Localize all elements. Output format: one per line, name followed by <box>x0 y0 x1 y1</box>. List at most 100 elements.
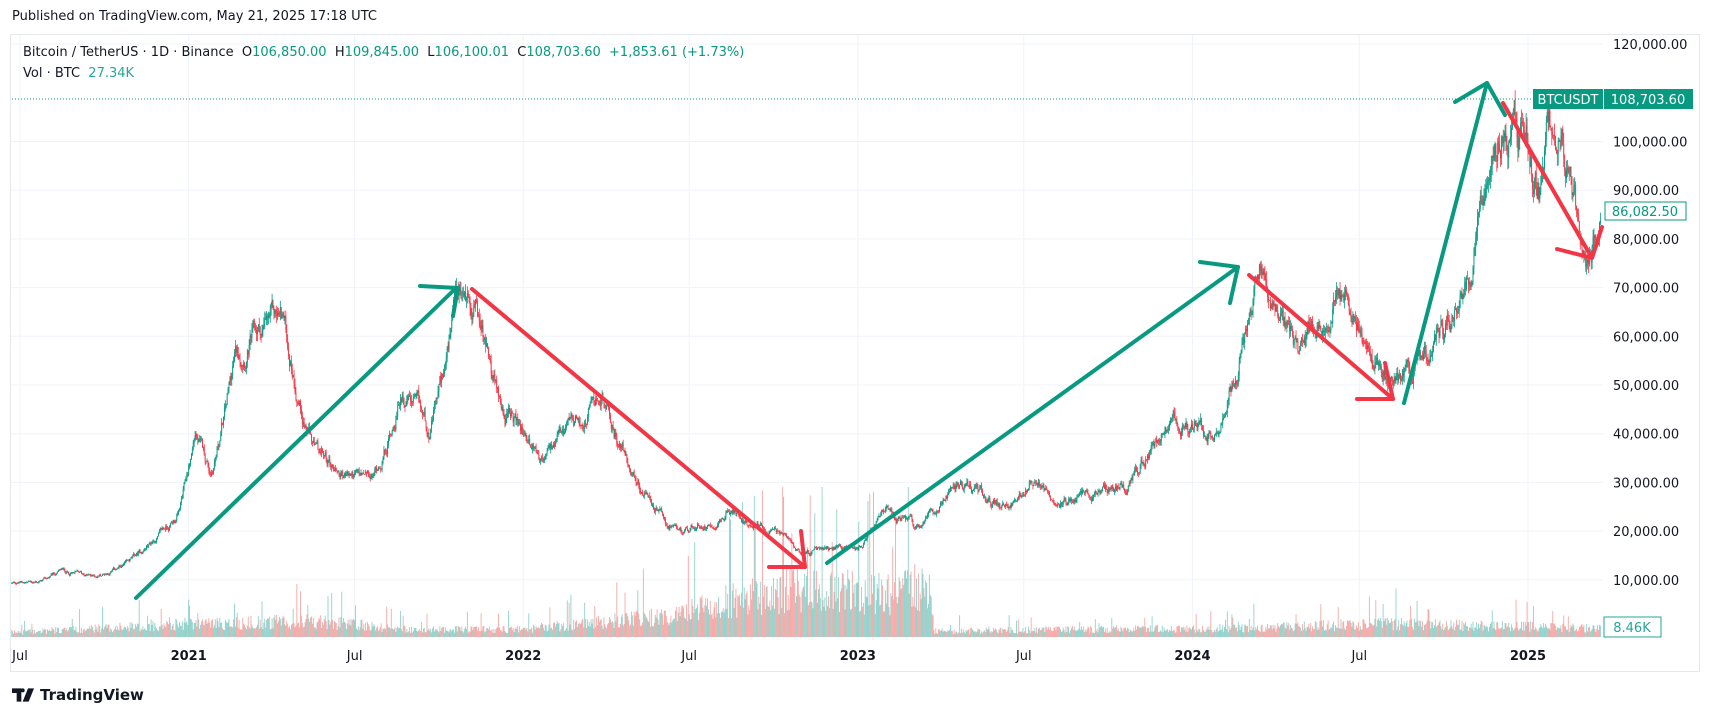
volume-bar <box>1222 625 1224 637</box>
candle-body <box>479 321 481 327</box>
volume-bar <box>133 629 135 637</box>
candle-body <box>1445 323 1446 335</box>
volume-bar <box>1137 626 1138 637</box>
volume-bar <box>1448 629 1450 637</box>
volume-bar <box>343 618 345 637</box>
candle-body <box>1078 494 1080 497</box>
candle-body <box>331 464 333 468</box>
candle-body <box>296 399 298 403</box>
volume-bar <box>658 624 660 637</box>
candle-body <box>329 459 331 465</box>
volume-bar <box>879 605 881 637</box>
candle-body <box>773 528 774 530</box>
candle-body <box>1312 320 1313 328</box>
volume-bar <box>907 487 909 637</box>
candle-body <box>764 529 766 533</box>
candle-body <box>342 471 344 477</box>
volume-bar <box>100 632 102 637</box>
volume-bar <box>59 633 61 637</box>
volume-bar <box>426 613 428 637</box>
candle-body <box>151 542 153 544</box>
candle-body <box>1408 362 1410 368</box>
volume-bar <box>495 629 497 637</box>
volume-bar <box>1126 627 1128 637</box>
candle-body <box>781 533 783 534</box>
candle-body <box>174 522 176 524</box>
candle-body <box>644 493 646 494</box>
volume-bar <box>1205 629 1207 637</box>
volume-bar <box>243 623 245 637</box>
volume-bars <box>11 487 1601 637</box>
volume-bar <box>1308 623 1310 637</box>
volume-bar <box>412 631 414 637</box>
candle-body <box>1147 455 1148 460</box>
volume-bar <box>721 611 723 637</box>
volume-bar <box>1077 630 1079 637</box>
candle-body <box>1154 442 1156 447</box>
candle-body <box>696 528 697 531</box>
volume-bar <box>162 628 164 637</box>
volume-bar <box>681 606 683 637</box>
volume-bar <box>189 605 191 637</box>
candle-body <box>817 547 819 549</box>
candle-body <box>1480 196 1482 200</box>
volume-bar <box>779 577 781 637</box>
candle-body <box>20 581 22 583</box>
volume-bar <box>356 629 358 637</box>
volume-bar <box>1131 631 1133 637</box>
candle-body <box>326 459 328 464</box>
volume-bar <box>1446 626 1448 637</box>
volume-bar <box>15 632 17 637</box>
volume-bar <box>168 617 170 637</box>
candle-body <box>483 335 485 340</box>
candle-body <box>1263 271 1265 274</box>
candle-body <box>1109 488 1111 492</box>
candle-body <box>327 460 329 464</box>
volume-bar <box>540 624 542 637</box>
volume-bar <box>918 611 920 637</box>
candle-body <box>796 549 798 551</box>
volume-bar <box>593 628 595 637</box>
volume-bar <box>1409 620 1411 637</box>
volume-bar <box>641 625 642 637</box>
volume-bar <box>950 630 952 637</box>
candle-body <box>1225 414 1226 417</box>
candle-body <box>1031 483 1033 486</box>
candle-body <box>333 466 334 471</box>
volume-bar <box>1597 625 1599 637</box>
candle-body <box>579 422 581 426</box>
candle-body <box>749 524 751 526</box>
candle-body <box>1235 380 1236 386</box>
candle-body <box>1336 289 1338 294</box>
candle-body <box>398 404 400 406</box>
volume-bar <box>177 624 179 637</box>
volume-bar <box>201 619 203 637</box>
volume-bar <box>1336 627 1338 637</box>
volume-bar <box>488 626 490 637</box>
candle-body <box>505 417 507 425</box>
volume-bar <box>1549 629 1551 637</box>
volume-bar <box>392 629 394 637</box>
volume-bar <box>280 625 282 637</box>
volume-bar <box>1557 627 1559 637</box>
candle-body <box>248 345 250 355</box>
candle-body <box>68 571 70 574</box>
volume-bar <box>1300 627 1302 637</box>
candle-body <box>235 346 237 353</box>
candle-body <box>113 567 115 569</box>
volume-bar <box>174 630 176 637</box>
candle-body <box>543 457 545 462</box>
volume-bar <box>1276 628 1278 637</box>
candle-body <box>37 582 39 584</box>
candle-body <box>219 440 221 446</box>
volume-bar <box>102 629 104 637</box>
volume-bar <box>231 626 233 637</box>
candle-body <box>933 512 935 514</box>
volume-bar <box>744 599 746 637</box>
volume-bar <box>803 586 805 637</box>
candle-body <box>1066 502 1068 506</box>
candle-body <box>786 537 788 539</box>
volume-bar <box>1224 626 1225 637</box>
candle-body <box>710 526 712 528</box>
